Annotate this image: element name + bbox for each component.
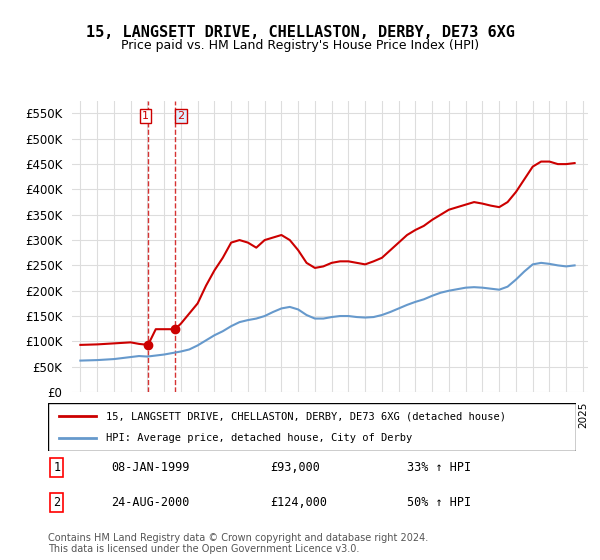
Text: Price paid vs. HM Land Registry's House Price Index (HPI): Price paid vs. HM Land Registry's House … (121, 39, 479, 52)
Text: Contains HM Land Registry data © Crown copyright and database right 2024.
This d: Contains HM Land Registry data © Crown c… (48, 533, 428, 554)
FancyBboxPatch shape (48, 403, 576, 451)
Text: 1: 1 (53, 461, 61, 474)
Text: 15, LANGSETT DRIVE, CHELLASTON, DERBY, DE73 6XG: 15, LANGSETT DRIVE, CHELLASTON, DERBY, D… (86, 25, 514, 40)
Text: 33% ↑ HPI: 33% ↑ HPI (407, 461, 471, 474)
Text: £93,000: £93,000 (270, 461, 320, 474)
Text: 2: 2 (53, 496, 61, 509)
Text: 2: 2 (178, 111, 184, 121)
Text: 15, LANGSETT DRIVE, CHELLASTON, DERBY, DE73 6XG (detached house): 15, LANGSETT DRIVE, CHELLASTON, DERBY, D… (106, 411, 506, 421)
Text: 24-AUG-2000: 24-AUG-2000 (112, 496, 190, 509)
Text: HPI: Average price, detached house, City of Derby: HPI: Average price, detached house, City… (106, 433, 412, 443)
Text: £124,000: £124,000 (270, 496, 327, 509)
Text: 50% ↑ HPI: 50% ↑ HPI (407, 496, 471, 509)
Text: 08-JAN-1999: 08-JAN-1999 (112, 461, 190, 474)
Text: 1: 1 (142, 111, 149, 121)
